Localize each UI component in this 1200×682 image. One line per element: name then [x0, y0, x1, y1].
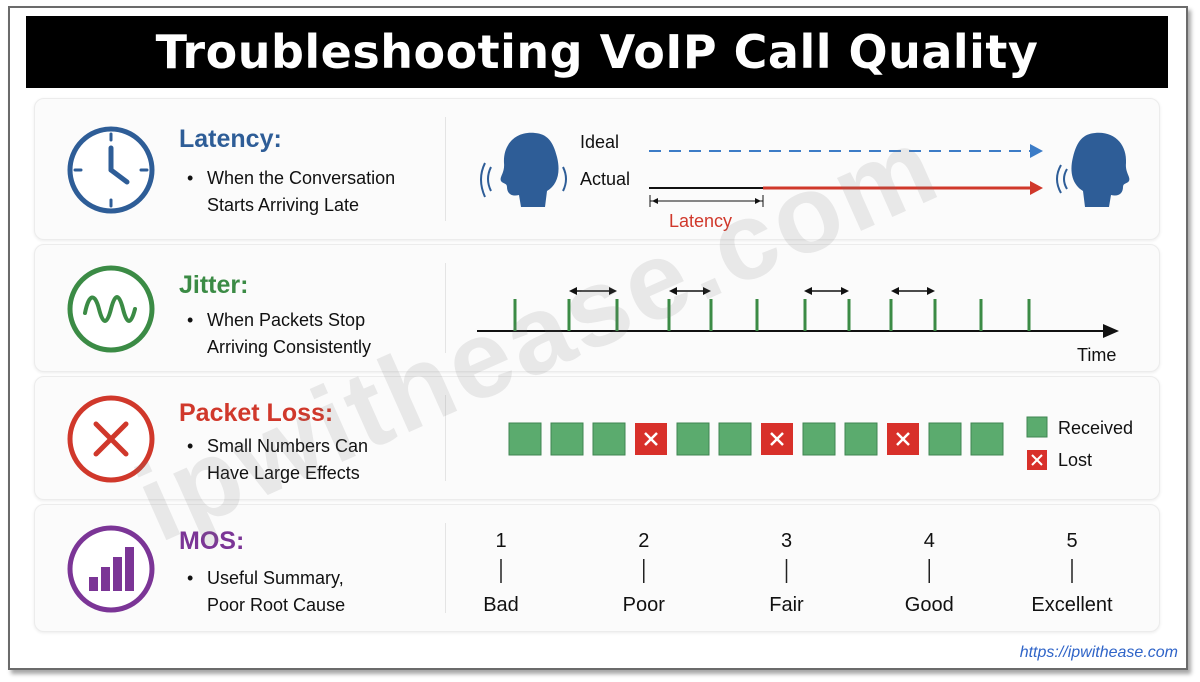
mos-section: MOS: • Useful Summary, Poor Root Cause 1…	[34, 504, 1160, 632]
latency-label: Latency	[669, 211, 732, 231]
legend-received-label: Received	[1058, 418, 1133, 438]
legend-lost-x-icon	[1031, 454, 1043, 466]
packet-stream: Received Lost	[508, 416, 1133, 470]
mos-rating-label: Excellent	[1031, 594, 1113, 616]
listener-head-icon	[1056, 132, 1130, 207]
time-axis-arrowhead	[1103, 324, 1119, 338]
packet-received	[802, 422, 836, 456]
packet-received	[550, 422, 584, 456]
packet-received	[718, 422, 752, 456]
bullet-dot: •	[187, 568, 194, 588]
latency-diagram: Ideal Actual Latency	[480, 132, 1130, 231]
mos-value: 5	[1066, 530, 1077, 552]
mos-value: 2	[638, 530, 649, 552]
lost-x-icon	[896, 432, 910, 446]
jitter-bullet-line1: When Packets Stop	[207, 310, 366, 330]
legend-lost-label: Lost	[1058, 450, 1092, 470]
interval-arrow	[891, 287, 935, 295]
page-title: Troubleshooting VoIP Call Quality	[26, 16, 1168, 88]
latency-section: Latency: • When the Conversation Starts …	[34, 98, 1160, 240]
latency-bullet-line2: Starts Arriving Late	[207, 195, 360, 215]
speaker-head-icon	[480, 132, 567, 207]
actual-arrowhead	[1030, 181, 1043, 195]
packet-received	[844, 422, 878, 456]
footer-url-link[interactable]: https://ipwithease.com	[1019, 644, 1178, 661]
bullet-dot: •	[187, 436, 194, 456]
section-divider	[445, 117, 446, 221]
time-label: Time	[1077, 345, 1116, 365]
mos-value: 4	[924, 530, 935, 552]
mos-rating-label: Poor	[623, 594, 666, 616]
packet-received	[592, 422, 626, 456]
packet-received	[970, 422, 1004, 456]
mos-value: 1	[495, 530, 506, 552]
interval-arrow	[569, 287, 617, 295]
bullet-dot: •	[187, 168, 194, 188]
mos-bullet-line2: Poor Root Cause	[207, 595, 346, 615]
packet-loss-bullet-line1: Small Numbers Can	[207, 436, 369, 456]
mos-rating-label: Bad	[483, 594, 519, 616]
latency-bullet-line1: When the Conversation	[207, 168, 396, 188]
jitter-section: Jitter: • When Packets Stop Arriving Con…	[34, 244, 1160, 372]
waveform-icon	[67, 265, 155, 353]
mos-rating-label: Good	[905, 594, 954, 616]
mos-scale: 1 Bad 2 Poor 3 Fair 4 Good 5 Excellent	[474, 530, 1113, 616]
mos-value: 3	[781, 530, 792, 552]
mos-rating-label: Fair	[769, 594, 804, 616]
packet-loss-bullet-line2: Have Large Effects	[207, 463, 360, 483]
clock-icon	[67, 126, 155, 214]
jitter-timeline: Time	[477, 287, 1119, 365]
bracket-arrowhead	[755, 198, 761, 204]
actual-label: Actual	[580, 169, 630, 189]
packet-loss-section: Packet Loss: • Small Numbers Can Have La…	[34, 376, 1160, 500]
mos-heading: MOS:	[179, 527, 245, 555]
section-divider	[445, 395, 446, 481]
packet-received	[508, 422, 542, 456]
packet-loss-heading: Packet Loss:	[179, 399, 334, 427]
ideal-label: Ideal	[580, 132, 619, 152]
lost-x-icon	[644, 432, 658, 446]
lost-x-icon	[770, 432, 784, 446]
ideal-arrowhead	[1030, 144, 1043, 158]
section-divider	[445, 523, 446, 613]
jitter-bullet-line2: Arriving Consistently	[207, 337, 372, 357]
mos-bullet-line1: Useful Summary,	[207, 568, 344, 588]
interval-arrow	[669, 287, 711, 295]
packet-received	[676, 422, 710, 456]
bar-chart-icon	[67, 525, 155, 613]
bullet-dot: •	[187, 310, 194, 330]
latency-heading: Latency:	[179, 125, 282, 153]
x-circle-icon	[67, 395, 155, 483]
bracket-arrowhead	[652, 198, 658, 204]
interval-arrow	[804, 287, 849, 295]
legend-received-swatch	[1026, 416, 1048, 438]
packet-received	[928, 422, 962, 456]
jitter-heading: Jitter:	[179, 271, 249, 299]
section-divider	[445, 263, 446, 353]
